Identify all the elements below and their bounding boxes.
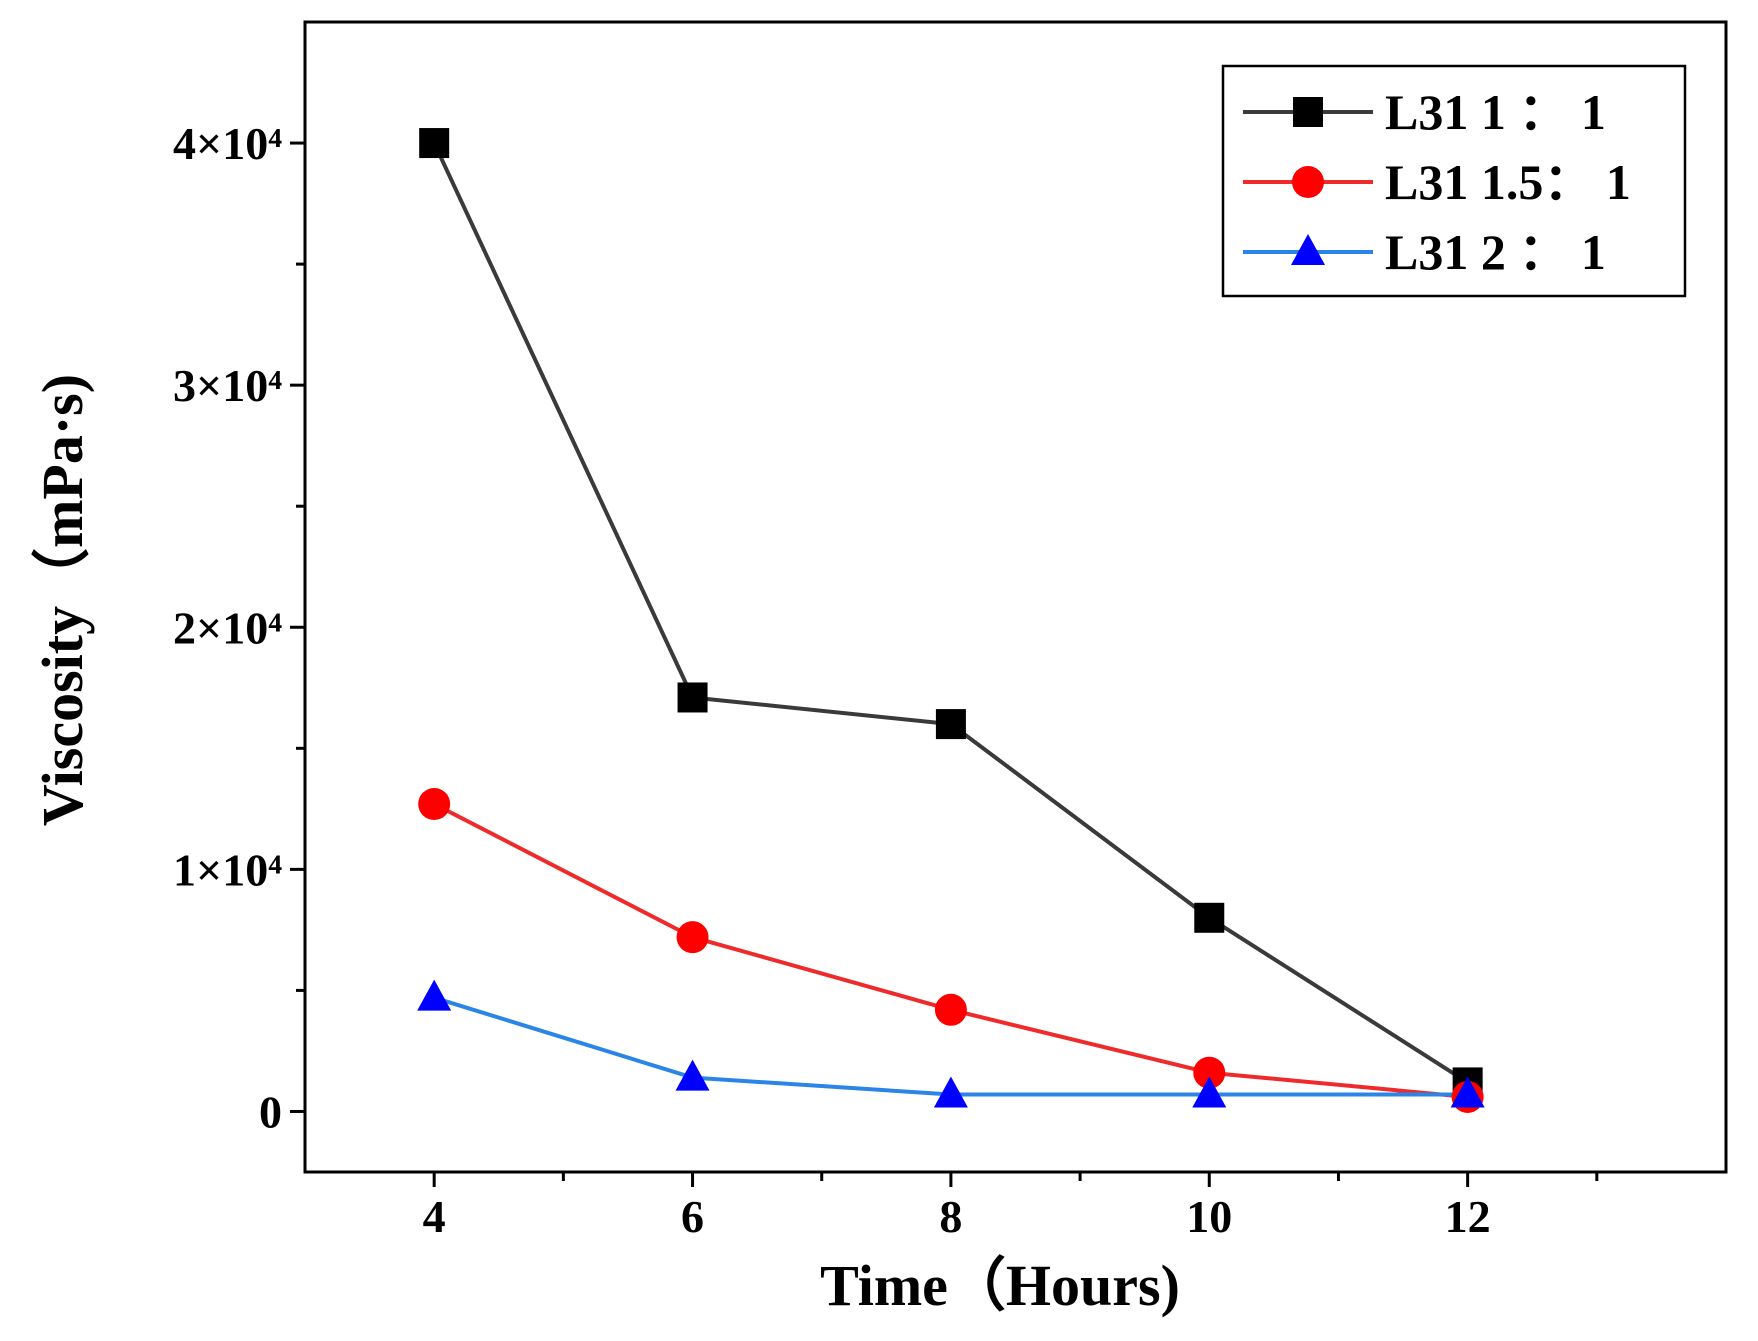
x-tick-label: 12 bbox=[1445, 1191, 1491, 1242]
x-axis: 4 6 8 10 12 bbox=[423, 1172, 1599, 1242]
y-tick-label: 2×10⁴ bbox=[173, 602, 282, 653]
series-3-point bbox=[933, 1076, 968, 1108]
series-2-point bbox=[676, 921, 709, 954]
legend-marker-3 bbox=[1291, 234, 1325, 265]
series-3-point bbox=[675, 1059, 710, 1091]
legend-marker-2 bbox=[1292, 166, 1324, 198]
legend-label-1: L31 1 ： 1 bbox=[1385, 84, 1606, 140]
y-tick-label: 4×10⁴ bbox=[173, 118, 282, 169]
legend-marker-1 bbox=[1293, 97, 1323, 127]
series-1-point bbox=[677, 682, 708, 713]
series-2-point bbox=[418, 788, 451, 820]
series-2-point bbox=[1193, 1056, 1226, 1089]
x-tick-label: 6 bbox=[681, 1191, 704, 1242]
series-1-point bbox=[935, 709, 966, 740]
series-1-point bbox=[1194, 902, 1225, 933]
legend-label-3: L31 2 ： 1 bbox=[1385, 224, 1606, 280]
y-tick-label: 1×10⁴ bbox=[173, 844, 282, 895]
legend: L31 1 ： 1 L31 1.5： 1 L31 2 ： 1 bbox=[1221, 64, 1687, 298]
legend-label-2: L31 1.5： 1 bbox=[1385, 154, 1631, 210]
x-tick-label: 8 bbox=[939, 1191, 962, 1242]
x-tick-label: 4 bbox=[423, 1191, 446, 1242]
series-1-point bbox=[419, 128, 450, 159]
x-tick-label: 10 bbox=[1186, 1191, 1232, 1242]
series-layer bbox=[417, 128, 1485, 1113]
y-axis-title: Viscosity（mPa·s) bbox=[30, 374, 95, 826]
x-axis-title: Time（Hours) bbox=[820, 1253, 1180, 1318]
series-2-point bbox=[934, 993, 967, 1026]
y-tick-label: 0 bbox=[259, 1086, 282, 1137]
series-3-point bbox=[1192, 1076, 1227, 1108]
y-tick-label: 3×10⁴ bbox=[173, 360, 282, 411]
y-axis: 0 1×10⁴ 2×10⁴ 3×10⁴ 4×10⁴ bbox=[173, 118, 305, 1137]
series-3-point bbox=[417, 979, 452, 1011]
series-3-point bbox=[1450, 1076, 1485, 1108]
